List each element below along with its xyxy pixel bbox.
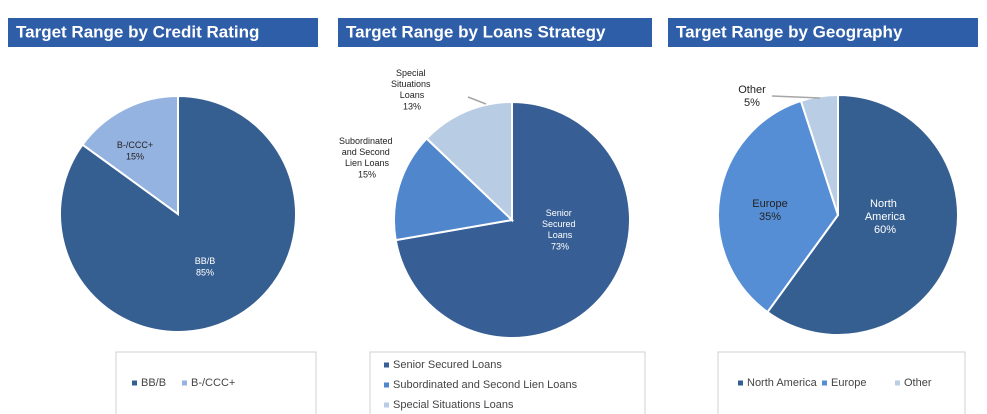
pie-slice [717,99,840,314]
legend-swatch [822,380,827,386]
legend-label: North America [747,377,818,389]
data-label-value: 35% [759,211,781,223]
data-label-value: 60% [874,224,896,236]
data-label-value: 5% [744,97,760,109]
legend-label: Subordinated and Second Lien Loans [393,379,578,391]
legend-label: BB/B [141,377,166,389]
header-bar [668,18,978,47]
chart-title: Target Range by Loans Strategy [346,22,606,41]
data-label-value: 15% [126,151,144,161]
data-label: B-/CCC+ [117,140,153,150]
legend-label: Europe [831,377,866,389]
header-bar [338,18,652,47]
legend-swatch [132,380,137,386]
data-label: Other [738,84,766,96]
data-label-value: 73% [551,241,569,251]
data-label: BB/B [195,256,216,266]
legend-label: Senior Secured Loans [393,359,502,371]
data-label: Subordinated and Second Lien Loans [339,136,395,168]
leader-line [467,96,487,105]
data-label-value: 15% [358,169,376,179]
pie-slice [393,137,515,242]
legend-swatch [738,380,743,386]
legend-swatch [384,362,389,368]
legend-swatch [384,402,389,408]
legend-box [115,351,317,414]
pie-slice [81,94,179,216]
legend-box [369,351,646,414]
legend-swatch [895,380,900,386]
leader-line [771,95,821,99]
data-label: Europe [752,198,787,210]
legend-label: Special Situations Loans [393,399,514,411]
legend-label: Other [904,377,932,389]
data-label: Special Situations Loans [391,68,433,100]
chart-title: Target Range by Geography [676,22,903,41]
data-label: Senior Secured Loans [542,208,578,240]
pie-slice [799,93,839,216]
data-label-value: 85% [196,267,214,277]
data-label: North America [865,198,906,223]
pie-slice [425,100,513,223]
header-bar [8,18,318,47]
legend-swatch [182,380,187,386]
legend-box [717,351,966,414]
pie-slice [766,93,959,336]
legend-label: B-/CCC+ [191,377,235,389]
data-label-value: 13% [403,101,421,111]
chart-title: Target Range by Credit Rating [16,22,259,41]
legend-swatch [384,382,389,388]
